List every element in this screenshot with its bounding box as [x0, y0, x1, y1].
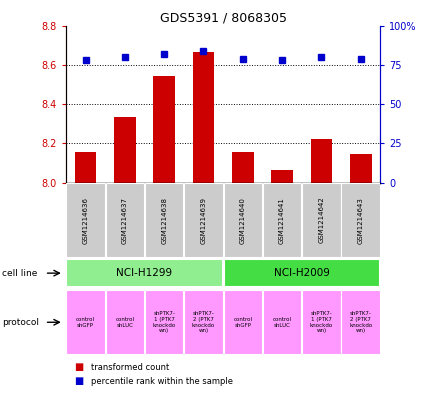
Text: GSM1214640: GSM1214640: [240, 196, 246, 244]
Text: shPTK7-
2 (PTK7
knockdo
wn): shPTK7- 2 (PTK7 knockdo wn): [349, 311, 372, 333]
Bar: [224, 259, 380, 287]
Text: GSM1214637: GSM1214637: [122, 196, 128, 244]
Text: shPTK7-
1 (PTK7
knockdo
wn): shPTK7- 1 (PTK7 knockdo wn): [310, 311, 333, 333]
Bar: [224, 290, 262, 354]
Bar: [341, 184, 380, 257]
Bar: [184, 184, 223, 257]
Text: shPTK7-
1 (PTK7
knockdo
wn): shPTK7- 1 (PTK7 knockdo wn): [153, 311, 176, 333]
Bar: [350, 154, 371, 183]
Text: control
shGFP: control shGFP: [233, 317, 252, 328]
Text: GSM1214641: GSM1214641: [279, 196, 285, 244]
Text: GSM1214643: GSM1214643: [358, 196, 364, 244]
Text: control
shLUC: control shLUC: [272, 317, 292, 328]
Text: ■: ■: [74, 376, 84, 386]
Title: GDS5391 / 8068305: GDS5391 / 8068305: [160, 11, 286, 24]
Bar: [271, 170, 293, 183]
Bar: [66, 184, 105, 257]
Text: GSM1214639: GSM1214639: [201, 196, 207, 244]
Bar: [105, 290, 144, 354]
Bar: [184, 290, 223, 354]
Text: shPTK7-
2 (PTK7
knockdo
wn): shPTK7- 2 (PTK7 knockdo wn): [192, 311, 215, 333]
Bar: [75, 152, 96, 183]
Bar: [311, 138, 332, 183]
Text: transformed count: transformed count: [91, 363, 170, 372]
Text: NCI-H1299: NCI-H1299: [116, 268, 173, 278]
Text: control
shGFP: control shGFP: [76, 317, 95, 328]
Bar: [66, 290, 105, 354]
Text: cell line: cell line: [2, 269, 37, 277]
Bar: [114, 117, 136, 183]
Bar: [145, 290, 184, 354]
Text: control
shLUC: control shLUC: [115, 317, 134, 328]
Text: GSM1214642: GSM1214642: [318, 197, 324, 243]
Bar: [66, 259, 223, 287]
Text: GSM1214636: GSM1214636: [82, 196, 88, 244]
Bar: [105, 184, 144, 257]
Text: GSM1214638: GSM1214638: [161, 196, 167, 244]
Bar: [232, 152, 254, 183]
Text: protocol: protocol: [2, 318, 39, 327]
Bar: [263, 290, 301, 354]
Bar: [193, 52, 214, 183]
Text: percentile rank within the sample: percentile rank within the sample: [91, 377, 233, 386]
Bar: [302, 184, 341, 257]
Text: ■: ■: [74, 362, 84, 373]
Bar: [302, 290, 341, 354]
Bar: [153, 75, 175, 183]
Bar: [145, 184, 184, 257]
Bar: [341, 290, 380, 354]
Bar: [224, 184, 262, 257]
Text: NCI-H2009: NCI-H2009: [274, 268, 330, 278]
Bar: [263, 184, 301, 257]
